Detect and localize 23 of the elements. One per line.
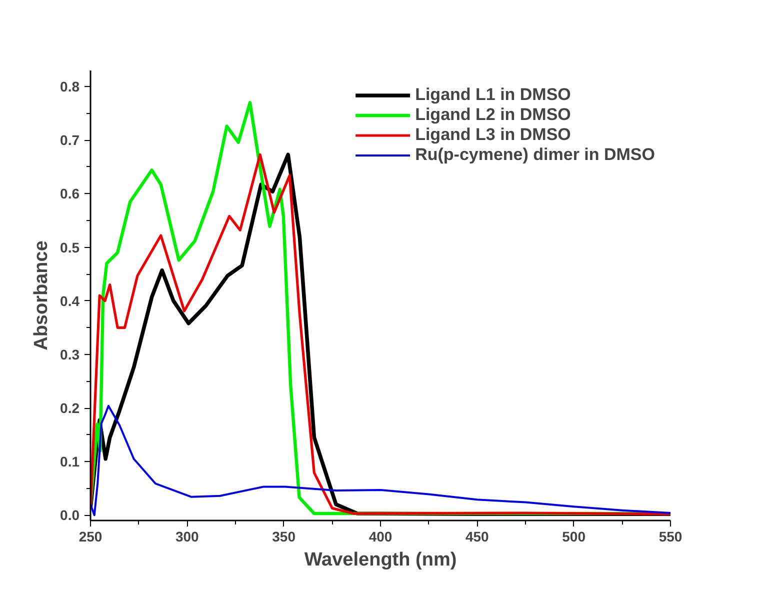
x-tick-label: 400 <box>368 528 392 544</box>
legend-label: Ru(p-cymene) dimer in DMSO <box>415 145 655 165</box>
x-tick-label: 550 <box>658 528 682 544</box>
x-tick-label: 350 <box>272 528 296 544</box>
y-tick-label: 0.1 <box>60 454 80 470</box>
y-tick-label: 0.2 <box>60 400 80 416</box>
y-tick-label: 0.6 <box>60 186 80 202</box>
y-tick-label: 0.4 <box>60 292 80 309</box>
y-tick-label: 0.7 <box>60 132 80 148</box>
y-tick-label: 0.8 <box>60 78 80 95</box>
legend-label: Ligand L1 in DMSO <box>415 85 571 105</box>
legend-label: Ligand L2 in DMSO <box>415 105 571 125</box>
y-tick-label: 0.0 <box>60 507 80 524</box>
x-tick-label: 500 <box>562 528 586 544</box>
x-tick-label: 450 <box>465 528 490 544</box>
x-tick-label: 300 <box>175 528 200 544</box>
legend-label: Ligand L3 in DMSO <box>415 125 571 145</box>
y-axis-title: Absorbance <box>31 240 52 350</box>
y-tick-label: 0.5 <box>60 239 80 256</box>
x-axis-title: Wavelength (nm) <box>304 550 457 570</box>
line-series <box>90 404 670 516</box>
y-tick-label: 0.3 <box>60 346 80 362</box>
x-tick-label: 250 <box>78 528 102 544</box>
